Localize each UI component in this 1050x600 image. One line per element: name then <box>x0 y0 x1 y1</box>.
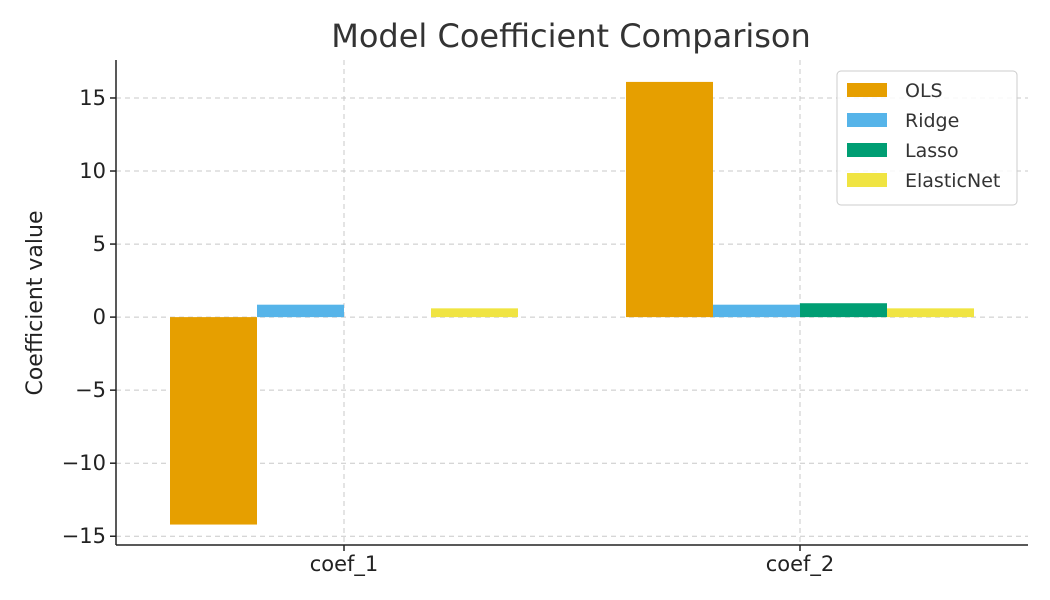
y-tick-label: −5 <box>75 378 106 402</box>
x-tick-label: coef_2 <box>766 552 835 577</box>
y-tick-label: 5 <box>93 232 106 256</box>
y-tick-label: 15 <box>79 86 106 110</box>
legend-label-ols: OLS <box>905 80 943 102</box>
bar-elasticnet-coef_1 <box>431 308 518 318</box>
chart-title: Model Coefficient Comparison <box>331 17 811 55</box>
y-tick-label: −15 <box>62 524 106 548</box>
y-axis-label: Coefficient value <box>23 210 48 395</box>
legend-swatch-lasso <box>847 143 887 157</box>
legend-label-ridge: Ridge <box>905 110 959 132</box>
legend-swatch-ridge <box>847 113 887 127</box>
y-tick-label: 10 <box>79 159 106 183</box>
legend-swatch-elasticnet <box>847 173 887 187</box>
bars <box>170 81 974 525</box>
bar-ridge-coef_1 <box>257 304 344 318</box>
y-tick-label: −10 <box>62 451 106 475</box>
legend-swatch-ols <box>847 83 887 97</box>
y-tick-label: 0 <box>93 305 106 329</box>
legend-label-elasticnet: ElasticNet <box>905 170 1000 192</box>
bar-elasticnet-coef_2 <box>887 308 974 318</box>
legend-box <box>836 70 1018 206</box>
x-tick-label: coef_1 <box>310 552 379 577</box>
bar-ols-coef_2 <box>626 81 713 318</box>
legend: OLS Ridge Lasso ElasticNet <box>836 70 1018 206</box>
legend-label-lasso: Lasso <box>905 140 959 162</box>
tick-labels: 15 10 5 0 −5 −10 −15 coef_1 coef_2 <box>62 86 835 577</box>
axes <box>110 60 1028 551</box>
bar-ridge-coef_2 <box>713 304 800 318</box>
bar-ols-coef_1 <box>170 317 257 525</box>
bar-lasso-coef_2 <box>800 303 887 318</box>
